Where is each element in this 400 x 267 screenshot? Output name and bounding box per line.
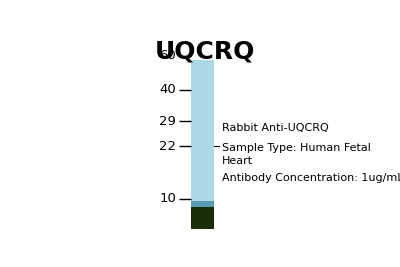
Text: Heart: Heart: [222, 156, 253, 166]
Text: UQCRQ: UQCRQ: [155, 39, 255, 63]
Text: 29: 29: [159, 115, 176, 128]
Text: Sample Type: Human Fetal: Sample Type: Human Fetal: [222, 143, 371, 153]
Text: Rabbit Anti-UQCRQ: Rabbit Anti-UQCRQ: [222, 123, 329, 133]
Text: 22: 22: [159, 140, 176, 153]
Text: 10: 10: [159, 192, 176, 205]
Text: 40: 40: [160, 83, 176, 96]
Text: 60: 60: [160, 49, 176, 62]
Bar: [191, 201, 214, 207]
Bar: [191, 207, 214, 229]
Bar: [191, 60, 214, 229]
Text: Antibody Concentration: 1ug/mL: Antibody Concentration: 1ug/mL: [222, 173, 400, 183]
